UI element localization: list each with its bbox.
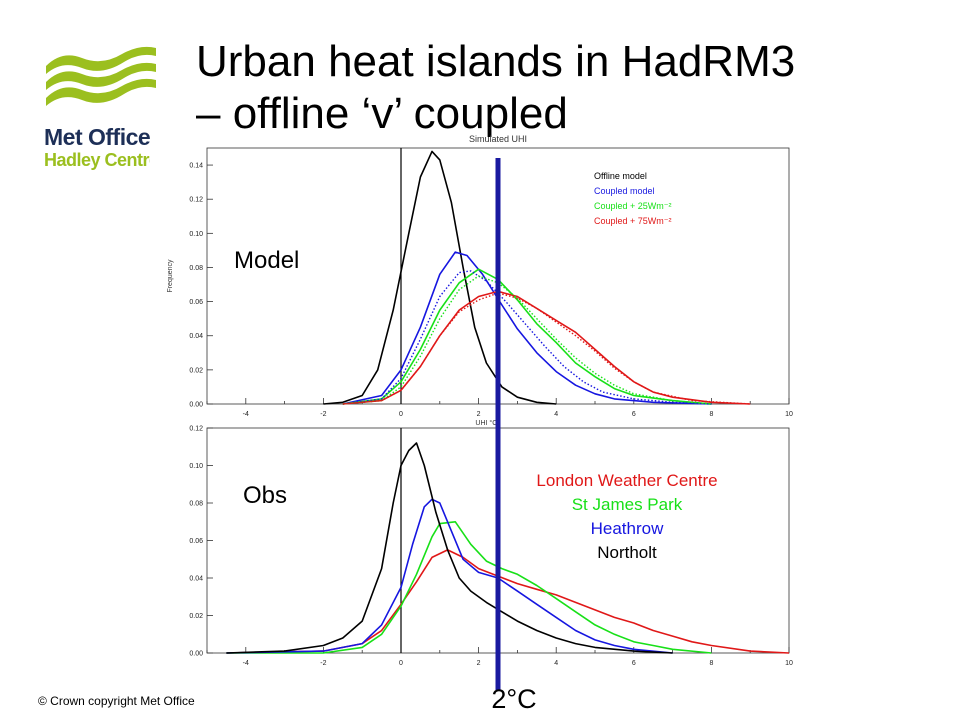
x-tick-label: 8 [709, 660, 713, 667]
y-tick-label: 0.08 [189, 501, 203, 508]
x-tick-label: -2 [320, 660, 326, 667]
obs-label: Obs [243, 482, 287, 509]
title-line-1: Urban heat islands in HadRM3 [196, 37, 796, 86]
y-tick-label: 0.00 [189, 402, 203, 409]
chart-title: Simulated UHI [469, 134, 527, 144]
x-tick-label: 10 [785, 411, 793, 418]
y-tick-label: 0.12 [189, 426, 203, 433]
x-tick-label: -4 [243, 660, 249, 667]
legend-entry: Coupled model [594, 186, 655, 196]
x-tick-label: 0 [399, 660, 403, 667]
series-line-1-6 [342, 275, 712, 405]
x-tick-label: 2 [477, 660, 481, 667]
x-tick-label: -2 [320, 411, 326, 418]
logo-swoosh-icon [46, 46, 156, 106]
logo-centre: Hadley Centre [44, 150, 159, 170]
y-tick-label: 0.00 [189, 651, 203, 658]
station-label: London Weather Centre [536, 471, 717, 490]
x-tick-label: 8 [709, 411, 713, 418]
logo-name: Met Office [44, 124, 151, 150]
logo-crop [150, 110, 180, 180]
y-axis-label: Frequency [167, 259, 174, 293]
y-tick-label: 0.04 [189, 333, 203, 340]
legend-entry: Offline model [594, 171, 647, 181]
model-label: Model [234, 247, 299, 274]
y-tick-label: 0.06 [189, 538, 203, 545]
x-tick-label: 6 [632, 660, 636, 667]
title-line-2: – offline ‘v’ coupled [196, 89, 568, 138]
slide-title: Urban heat islands in HadRM3 – offline ‘… [196, 36, 936, 140]
series-line-2-4 [226, 442, 673, 654]
x-tick-label: -4 [243, 411, 249, 418]
station-label: Northolt [597, 543, 657, 562]
y-tick-label: 0.08 [189, 265, 203, 272]
legend-entry: Coupled + 25Wm⁻² [594, 201, 672, 211]
y-tick-label: 0.02 [189, 613, 203, 620]
y-tick-label: 0.14 [189, 163, 203, 170]
y-tick-label: 0.10 [189, 231, 203, 238]
x-tick-label: 6 [632, 411, 636, 418]
copyright-notice: © Crown copyright Met Office [38, 694, 195, 708]
y-tick-label: 0.04 [189, 576, 203, 583]
legend-entry: Coupled + 75Wm⁻² [594, 216, 672, 226]
series-line-2-2 [226, 521, 712, 654]
y-tick-label: 0.06 [189, 299, 203, 306]
series-line-1-2 [342, 251, 712, 405]
y-tick-label: 0.02 [189, 367, 203, 374]
y-tick-label: 0.12 [189, 197, 203, 204]
series-line-2-1 [226, 549, 790, 654]
station-label: Heathrow [591, 519, 664, 538]
x-tick-label: 10 [785, 660, 793, 667]
met-office-logo [40, 40, 160, 180]
station-label: St James Park [572, 495, 683, 514]
x-tick-label: 2 [477, 411, 481, 418]
x-tick-label: 4 [554, 411, 558, 418]
x-axis-label: UHI °C [475, 419, 497, 427]
series-line-2-3 [226, 498, 673, 654]
threshold-label: 2°C [491, 684, 536, 714]
x-tick-label: 0 [399, 411, 403, 418]
x-tick-label: 4 [554, 660, 558, 667]
series-line-1-3 [342, 268, 712, 405]
y-tick-label: 0.10 [189, 463, 203, 470]
series-line-1-1 [323, 150, 557, 405]
